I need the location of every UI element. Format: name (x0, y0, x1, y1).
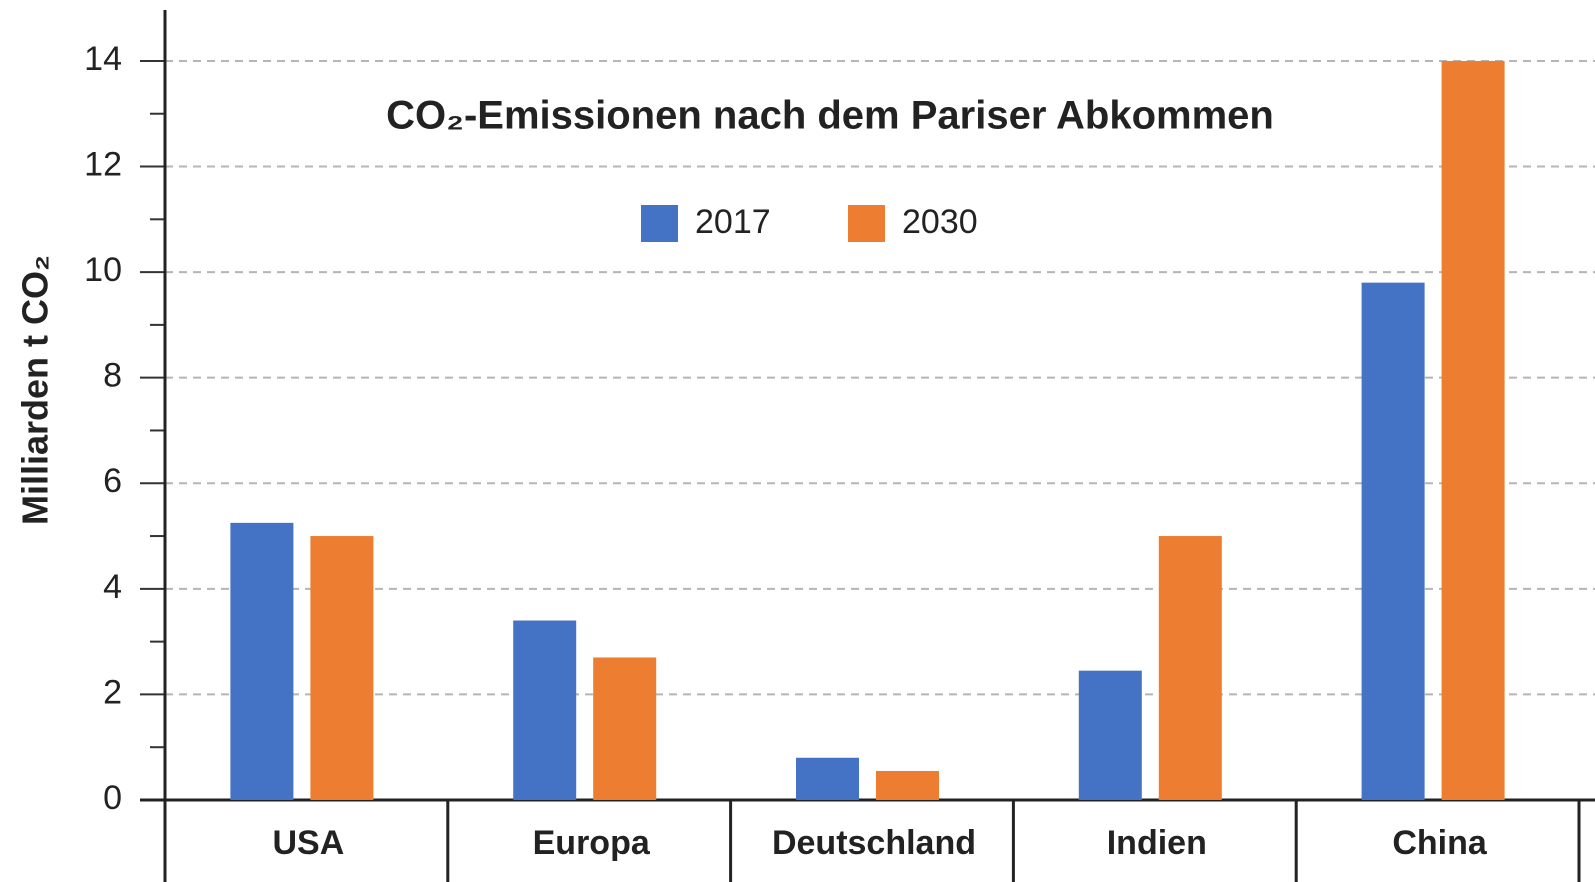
chart-title: CO₂-Emissionen nach dem Pariser Abkommen (386, 94, 1274, 138)
y-tick-label: 8 (103, 357, 122, 395)
bar (230, 522, 294, 800)
legend-swatch (641, 205, 678, 242)
bar (593, 657, 657, 800)
legend-label: 2030 (902, 203, 978, 241)
y-tick-label: 12 (84, 146, 122, 184)
x-tick-label: USA (273, 824, 345, 862)
bar (1361, 282, 1425, 801)
bar (1158, 536, 1222, 800)
y-tick-label: 2 (103, 673, 122, 711)
x-tick-label: Europa (533, 824, 651, 862)
x-tick-label: Deutschland (772, 824, 976, 862)
bar (1078, 670, 1142, 800)
x-tick-label: China (1392, 824, 1488, 862)
bar (796, 757, 859, 800)
bar (876, 770, 939, 800)
bar (1441, 60, 1505, 800)
legend-label: 2017 (695, 203, 771, 241)
y-tick-label: 10 (84, 251, 122, 289)
y-tick-label: 14 (84, 40, 122, 78)
bar (310, 536, 374, 800)
bar (513, 620, 577, 800)
legend-swatch (848, 205, 885, 242)
y-tick-label: 4 (103, 568, 122, 606)
y-tick-label: 0 (103, 779, 122, 817)
y-tick-label: 6 (103, 462, 122, 500)
y-axis-label: Milliarden t CO₂ (15, 255, 56, 525)
x-tick-label: Indien (1107, 824, 1207, 862)
